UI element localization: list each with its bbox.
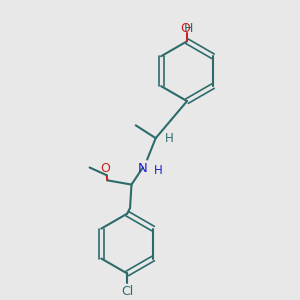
Text: H: H [165,132,174,145]
Text: Cl: Cl [121,285,133,298]
Text: O: O [100,162,110,175]
Text: H: H [153,164,162,177]
Text: O: O [181,22,190,35]
Text: H: H [184,22,193,35]
Text: N: N [138,162,148,176]
